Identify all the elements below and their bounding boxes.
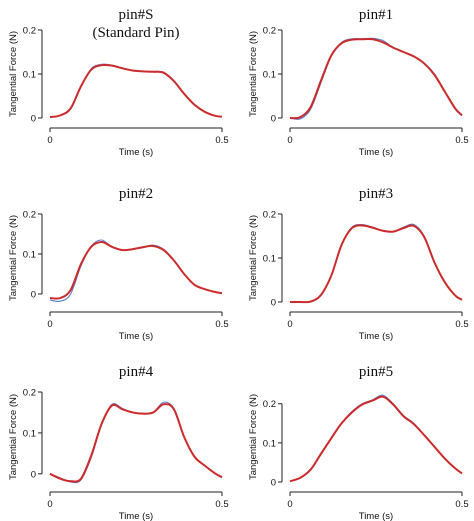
y-axis-label: Tangential Force (N) bbox=[248, 31, 259, 117]
chart-panel-4: pin#4 0 0.1 0.2 0 0.5 Time (s) Tangential Force… bbox=[8, 364, 229, 521]
series-line-fit bbox=[289, 224, 463, 304]
x-tick-label: 0 bbox=[287, 319, 292, 330]
y-tick-label: 0.2 bbox=[23, 26, 36, 37]
y-tick-label: 0 bbox=[271, 298, 276, 309]
series-line-fit bbox=[49, 403, 223, 483]
chart-panel-5: pin#5 0 0.1 0.2 0 0.5 Time (s) Tangential Force… bbox=[248, 364, 469, 521]
x-tick-label: 0 bbox=[47, 499, 52, 510]
y-tick-label: 0.2 bbox=[23, 210, 36, 221]
chart-title: pin#3 bbox=[359, 186, 393, 202]
series-line-raw bbox=[289, 394, 463, 482]
x-axis-label: Time (s) bbox=[359, 147, 393, 158]
chart-panel-3: pin#3 0 0.1 0.2 0 0.5 Time (s) Tangential Force… bbox=[248, 186, 469, 342]
x-axis-label: Time (s) bbox=[359, 511, 393, 521]
x-tick-label: 0.5 bbox=[455, 319, 468, 330]
y-tick-label: 0.1 bbox=[263, 254, 276, 265]
series-line-fit bbox=[289, 395, 463, 483]
y-tick-label: 0 bbox=[271, 478, 276, 489]
y-tick-label: 0.1 bbox=[23, 70, 36, 81]
y-tick-label: 0.1 bbox=[23, 428, 36, 439]
x-tick-label: 0 bbox=[287, 499, 292, 510]
chart-title: pin#1 bbox=[359, 7, 393, 23]
chart-panel-0: pin#S (Standard Pin) 0 0.1 0.2 0 0.5 Time (s) Ta… bbox=[8, 7, 229, 158]
series-line-raw bbox=[49, 401, 223, 484]
y-axis-label: Tangential Force (N) bbox=[248, 215, 259, 301]
x-tick-label: 0.5 bbox=[215, 135, 228, 146]
x-axis-label: Time (s) bbox=[359, 331, 393, 342]
y-axis-label: Tangential Force (N) bbox=[248, 394, 259, 480]
x-tick-label: 0.5 bbox=[215, 319, 228, 330]
series-line-raw bbox=[290, 223, 463, 304]
y-axis-label: Tangential Force (N) bbox=[8, 215, 19, 301]
x-tick-label: 0 bbox=[287, 135, 292, 146]
series-line-raw bbox=[49, 63, 223, 118]
chart-title: pin#S bbox=[118, 7, 153, 23]
x-tick-label: 0.5 bbox=[215, 499, 228, 510]
y-tick-label: 0.2 bbox=[263, 399, 276, 410]
y-tick-label: 0.2 bbox=[263, 210, 276, 221]
x-axis-label: Time (s) bbox=[119, 331, 153, 342]
x-tick-label: 0 bbox=[47, 135, 52, 146]
y-tick-label: 0.2 bbox=[23, 388, 36, 399]
y-axis-label: Tangential Force (N) bbox=[8, 31, 19, 117]
series-line-fit bbox=[49, 240, 223, 300]
series-line-fit bbox=[49, 63, 223, 119]
y-tick-label: 0.1 bbox=[263, 438, 276, 449]
chart-panel-2: pin#2 0 0.1 0.2 0 0.5 Time (s) Tangential Force… bbox=[8, 186, 229, 342]
y-tick-label: 0.1 bbox=[263, 70, 276, 81]
y-tick-label: 0 bbox=[31, 114, 36, 125]
x-tick-label: 0.5 bbox=[455, 499, 468, 510]
y-tick-label: 0.1 bbox=[23, 250, 36, 261]
chart-title: pin#4 bbox=[119, 364, 154, 380]
x-axis-label: Time (s) bbox=[119, 511, 153, 521]
series-line-fit bbox=[289, 37, 463, 120]
chart-title: pin#5 bbox=[359, 364, 393, 380]
y-tick-label: 0.2 bbox=[263, 26, 276, 37]
x-axis-label: Time (s) bbox=[119, 147, 153, 158]
y-axis-label: Tangential Force (N) bbox=[8, 394, 19, 480]
y-tick-label: 0 bbox=[271, 114, 276, 125]
chart-title: pin#2 bbox=[119, 186, 153, 202]
x-tick-label: 0 bbox=[47, 319, 52, 330]
chart-subtitle: (Standard Pin) bbox=[92, 25, 179, 41]
y-tick-label: 0 bbox=[31, 469, 36, 480]
chart-panel-1: pin#1 0 0.1 0.2 0 0.5 Time (s) Tangential Force… bbox=[248, 7, 469, 158]
x-tick-label: 0.5 bbox=[455, 135, 468, 146]
y-tick-label: 0 bbox=[31, 290, 36, 301]
